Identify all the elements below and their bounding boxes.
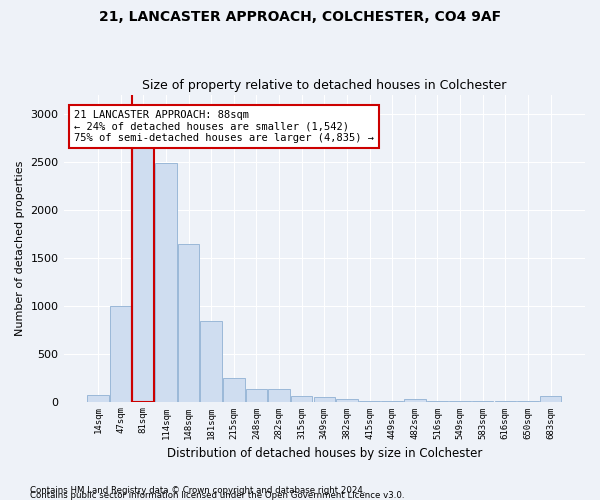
Bar bbox=[110, 306, 131, 402]
Bar bbox=[223, 378, 245, 402]
Bar bbox=[359, 400, 380, 402]
Text: Contains public sector information licensed under the Open Government Licence v3: Contains public sector information licen… bbox=[30, 491, 404, 500]
Title: Size of property relative to detached houses in Colchester: Size of property relative to detached ho… bbox=[142, 79, 506, 92]
Bar bbox=[336, 398, 358, 402]
Bar bbox=[268, 389, 290, 402]
Bar bbox=[245, 389, 267, 402]
Text: 21 LANCASTER APPROACH: 88sqm
← 24% of detached houses are smaller (1,542)
75% of: 21 LANCASTER APPROACH: 88sqm ← 24% of de… bbox=[74, 110, 374, 143]
X-axis label: Distribution of detached houses by size in Colchester: Distribution of detached houses by size … bbox=[167, 447, 482, 460]
Bar bbox=[200, 321, 222, 402]
Bar bbox=[291, 396, 313, 402]
Bar bbox=[540, 396, 561, 402]
Text: Contains HM Land Registry data © Crown copyright and database right 2024.: Contains HM Land Registry data © Crown c… bbox=[30, 486, 365, 495]
Bar bbox=[314, 397, 335, 402]
Bar bbox=[87, 395, 109, 402]
Bar bbox=[133, 114, 154, 402]
Y-axis label: Number of detached properties: Number of detached properties bbox=[15, 160, 25, 336]
Bar bbox=[404, 398, 425, 402]
Bar bbox=[155, 162, 176, 402]
Bar bbox=[178, 244, 199, 402]
Text: 21, LANCASTER APPROACH, COLCHESTER, CO4 9AF: 21, LANCASTER APPROACH, COLCHESTER, CO4 … bbox=[99, 10, 501, 24]
